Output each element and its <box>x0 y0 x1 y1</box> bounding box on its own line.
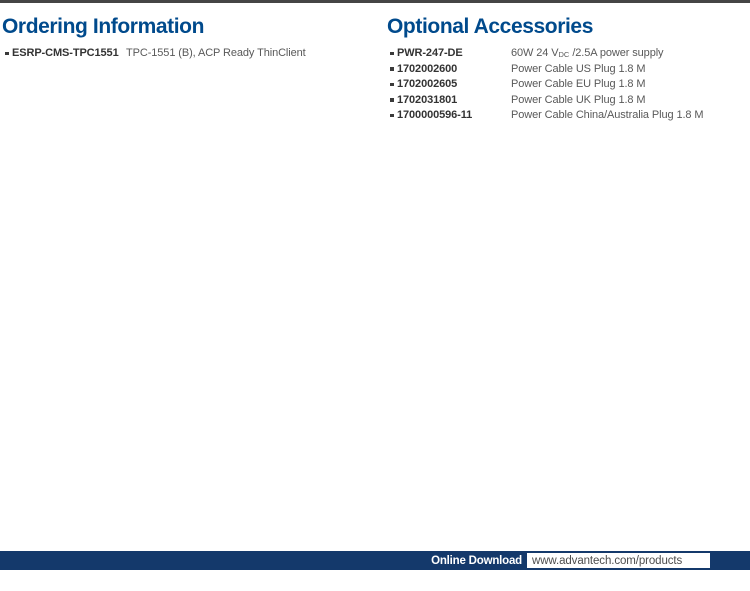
list-item: PWR-247-DE 60W 24 VDC /2.5A power supply <box>387 46 747 62</box>
list-item: ESRP-CMS-TPC1551 TPC-1551 (B), ACP Ready… <box>2 46 374 62</box>
download-url-box[interactable]: www.advantech.com/products <box>527 553 710 568</box>
bullet-icon <box>387 77 397 86</box>
bullet-icon <box>2 46 12 55</box>
part-description: Power Cable EU Plug 1.8 M <box>511 78 646 90</box>
bullet-icon <box>387 93 397 102</box>
top-divider-rule <box>0 0 750 3</box>
list-item: 1702031801 Power Cable UK Plug 1.8 M <box>387 93 747 109</box>
download-url-text[interactable]: www.advantech.com/products <box>532 554 683 567</box>
part-number: ESRP-CMS-TPC1551 <box>12 47 119 59</box>
part-number: 1702002605 <box>397 78 458 90</box>
footer-bar: Online Download www.advantech.com/produc… <box>0 551 750 570</box>
bullet-icon <box>387 62 397 71</box>
part-description: 60W 24 VDC /2.5A power supply <box>511 46 664 62</box>
part-description: Power Cable US Plug 1.8 M <box>511 62 646 75</box>
part-number: 1702002600 <box>397 62 458 75</box>
desc-text: /2.5A power supply <box>569 47 664 59</box>
online-download-label: Online Download <box>431 554 522 567</box>
part-description: Power Cable UK Plug 1.8 M <box>511 93 646 106</box>
accessories-item-list: PWR-247-DE 60W 24 VDC /2.5A power supply… <box>387 46 747 124</box>
ordering-item-list: ESRP-CMS-TPC1551 TPC-1551 (B), ACP Ready… <box>2 46 374 62</box>
ordering-information-section: Ordering Information ESRP-CMS-TPC1551 TP… <box>2 15 374 62</box>
part-number: 1700000596-11 <box>397 109 473 121</box>
list-item: 1700000596-11 Power Cable China/Australi… <box>387 108 747 124</box>
part-number: PWR-247-DE <box>397 47 463 59</box>
part-number: 1702031801 <box>397 93 458 106</box>
list-item: 1702002605 Power Cable EU Plug 1.8 M <box>387 77 747 93</box>
bullet-icon <box>387 46 397 55</box>
optional-accessories-section: Optional Accessories PWR-247-DE 60W 24 V… <box>387 15 747 124</box>
desc-text: 60W 24 V <box>511 47 559 59</box>
list-item: 1702002600 Power Cable US Plug 1.8 M <box>387 62 747 78</box>
bullet-icon <box>387 108 397 117</box>
desc-subscript: DC <box>558 50 570 59</box>
ordering-information-heading: Ordering Information <box>2 15 205 38</box>
part-description: Power Cable China/Australia Plug 1.8 M <box>511 109 704 121</box>
part-description: TPC-1551 (B), ACP Ready ThinClient <box>126 47 306 59</box>
optional-accessories-heading: Optional Accessories <box>387 15 593 38</box>
